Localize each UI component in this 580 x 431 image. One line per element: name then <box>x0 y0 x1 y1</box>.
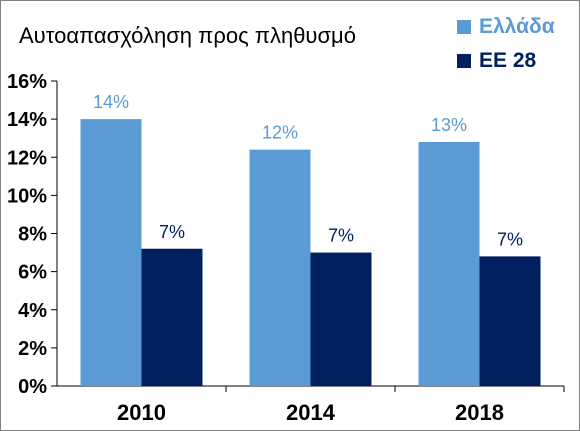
y-tick-label: 0% <box>18 376 47 398</box>
data-label: 14% <box>93 92 129 112</box>
y-tick-label: 6% <box>18 262 47 284</box>
bar <box>418 142 480 386</box>
x-tick-label: 2018 <box>455 400 504 425</box>
x-tick-label: 2010 <box>117 400 166 425</box>
y-tick-label: 8% <box>18 224 47 246</box>
data-label: 7% <box>328 226 354 246</box>
legend-label-greece: Ελλάδα <box>479 15 555 38</box>
y-tick-label: 12% <box>7 147 47 169</box>
bar <box>310 252 372 386</box>
y-tick-label: 4% <box>18 300 47 322</box>
x-tick-label: 2014 <box>286 400 336 425</box>
legend-item-eu28: ΕΕ 28 <box>457 49 536 73</box>
bar <box>249 149 311 386</box>
data-label: 7% <box>497 229 523 249</box>
data-label: 13% <box>431 115 467 135</box>
legend-swatch-greece <box>457 20 471 34</box>
y-tick-label: 2% <box>18 338 47 360</box>
bar <box>479 256 541 386</box>
legend-swatch-eu28 <box>457 54 471 68</box>
y-tick-label: 10% <box>7 185 47 207</box>
bar <box>141 248 203 386</box>
legend-item-greece: Ελλάδα <box>457 15 555 39</box>
chart-title: Αυτοαπασχόληση προς πληθυσμό <box>19 23 356 48</box>
data-label: 7% <box>159 222 185 242</box>
legend-label-eu28: ΕΕ 28 <box>479 49 537 72</box>
y-tick-label: 16% <box>7 71 47 93</box>
data-label: 12% <box>262 123 298 143</box>
y-tick-label: 14% <box>7 109 47 131</box>
bar <box>80 119 142 386</box>
